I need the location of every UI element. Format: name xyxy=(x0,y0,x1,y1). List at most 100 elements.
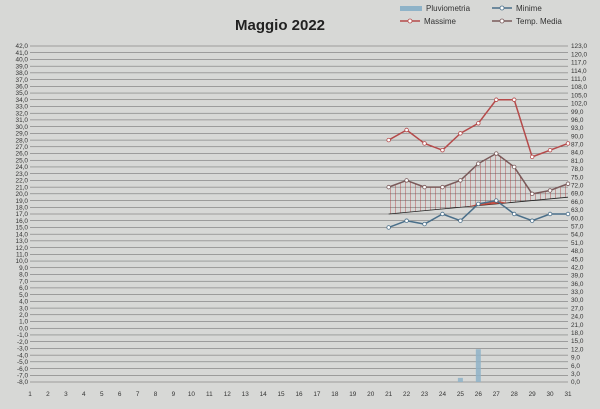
y-right-tick-label: 24,0 xyxy=(571,314,584,321)
y-right-tick-label: 78,0 xyxy=(571,166,584,173)
y-right-tick-label: 60,0 xyxy=(571,215,584,222)
y-left-tick-label: 3,0 xyxy=(19,305,28,312)
point-temp-media xyxy=(512,164,517,170)
y-right-tick-label: 30,0 xyxy=(571,297,584,304)
y-right-tick-label: 120,0 xyxy=(571,51,587,58)
y-left-tick-label: 9,0 xyxy=(19,265,28,272)
y-left-tick-label: 26,0 xyxy=(16,151,29,158)
point-temp-media xyxy=(476,161,481,166)
y-right-tick-label: 63,0 xyxy=(571,207,584,214)
series-points xyxy=(386,97,571,230)
y-right-tick-label: 69,0 xyxy=(571,191,584,198)
y-left-tick-label: 39,0 xyxy=(16,63,29,70)
y-right-tick-label: 84,0 xyxy=(571,150,584,157)
y-right-tick-label: 57,0 xyxy=(571,223,584,230)
x-tick-label: 16 xyxy=(295,391,303,398)
y-left-tick-label: 4,0 xyxy=(19,299,28,306)
x-tick-label: 15 xyxy=(278,391,286,398)
y-left-tick-label: 35,0 xyxy=(16,90,29,97)
y-left-tick-label: 37,0 xyxy=(16,77,29,84)
x-tick-label: 4 xyxy=(82,391,86,398)
x-tick-label: 6 xyxy=(118,391,122,398)
point-massime xyxy=(458,131,463,136)
y-left-tick-label: 12,0 xyxy=(16,245,29,252)
point-temp-media xyxy=(422,184,427,190)
point-temp-media xyxy=(529,191,535,197)
y-right-tick-label: 42,0 xyxy=(571,264,584,271)
y-left-tick-label: -8,0 xyxy=(17,379,28,386)
y-left-tick-label: 40,0 xyxy=(16,57,29,64)
y-right-tick-label: 111,0 xyxy=(571,76,586,83)
point-massime xyxy=(494,97,499,102)
legend-marker-temp-media xyxy=(499,18,505,24)
y-left-tick-label: 20,0 xyxy=(16,191,29,198)
x-tick-label: 1 xyxy=(28,391,32,398)
point-temp-media xyxy=(404,178,409,183)
y-left-tick-label: 16,0 xyxy=(16,218,29,225)
legend-label-pluviometria: Pluviometria xyxy=(426,4,471,13)
point-minime xyxy=(547,211,553,217)
x-tick-label: 10 xyxy=(188,391,196,398)
x-tick-label: 7 xyxy=(136,391,140,398)
y-left-tick-label: 33,0 xyxy=(16,104,29,111)
point-massime xyxy=(565,141,571,146)
y-right-tick-label: 33,0 xyxy=(571,289,584,296)
y-right-tick-label: 54,0 xyxy=(571,232,584,239)
y-left-tick-label: 32,0 xyxy=(16,110,29,117)
x-tick-label: 3 xyxy=(64,391,68,398)
y-right-tick-label: 12,0 xyxy=(571,346,584,353)
temp-media-hatched-area xyxy=(388,153,568,214)
x-tick-label: 14 xyxy=(260,391,268,398)
x-axis: 1 2 3 4 5 6 7 8 9 10 11 12 13 14 15 16 17 18 19 20 21 22 23 24 2… xyxy=(28,391,572,398)
y-right-tick-label: 81,0 xyxy=(571,158,584,165)
point-massime xyxy=(422,141,427,146)
x-tick-label: 23 xyxy=(421,391,429,398)
y-right-tick-label: 39,0 xyxy=(571,273,584,280)
pluviometria-bars xyxy=(457,349,481,382)
y-left-tick-label: 14,0 xyxy=(16,231,29,238)
point-minime xyxy=(565,211,571,217)
y-left-tick-label: 0,0 xyxy=(19,325,28,332)
y-left-tick-label: -4,0 xyxy=(17,352,28,359)
y-left-tick-label: 6,0 xyxy=(19,285,28,292)
x-tick-label: 18 xyxy=(331,391,339,398)
y-left-tick-label: 41,0 xyxy=(16,50,29,57)
y-right-tick-label: 114,0 xyxy=(571,68,587,75)
pluviometria-bar xyxy=(457,377,463,382)
point-massime xyxy=(547,147,553,153)
y-left-tick-label: 2,0 xyxy=(19,312,28,319)
point-minime xyxy=(404,218,409,223)
x-tick-label: 5 xyxy=(100,391,104,398)
point-minime xyxy=(494,198,499,203)
x-tick-label: 19 xyxy=(349,391,357,398)
y-left-tick-label: 19,0 xyxy=(16,198,29,205)
legend-label-temp-media: Temp. Media xyxy=(516,17,562,26)
x-tick-label: 22 xyxy=(403,391,411,398)
x-tick-label: 8 xyxy=(154,391,158,398)
y-right-tick-label: 93,0 xyxy=(571,125,584,132)
y-left-tick-label: 18,0 xyxy=(16,204,29,211)
x-tick-label: 2 xyxy=(46,391,50,398)
legend: Pluviometria Minime Massime Temp. Media xyxy=(400,4,562,26)
point-massime xyxy=(529,154,535,160)
y-right-tick-label: 75,0 xyxy=(571,174,584,181)
x-tick-label: 27 xyxy=(493,391,501,398)
y-left-tick-label: -5,0 xyxy=(17,359,28,366)
y-left-tick-label: 36,0 xyxy=(16,84,29,91)
y-right-tick-label: 117,0 xyxy=(571,60,587,67)
point-minime xyxy=(476,201,481,207)
y-left-tick-label: 29,0 xyxy=(16,131,29,138)
y-right-tick-label: 3,0 xyxy=(571,371,580,378)
y-left-tick-label: -2,0 xyxy=(17,339,28,346)
y-left-tick-label: 15,0 xyxy=(16,225,29,232)
y-right-tick-label: 21,0 xyxy=(571,322,584,329)
y-right-tick-label: 9,0 xyxy=(571,355,580,362)
y-right-tick-label: 105,0 xyxy=(571,92,587,99)
point-minime xyxy=(440,211,445,217)
y-right-tick-label: 123,0 xyxy=(571,43,587,50)
x-tick-label: 29 xyxy=(529,391,537,398)
point-temp-media xyxy=(440,184,445,190)
x-tick-label: 12 xyxy=(224,391,232,398)
x-tick-label: 11 xyxy=(206,391,213,398)
